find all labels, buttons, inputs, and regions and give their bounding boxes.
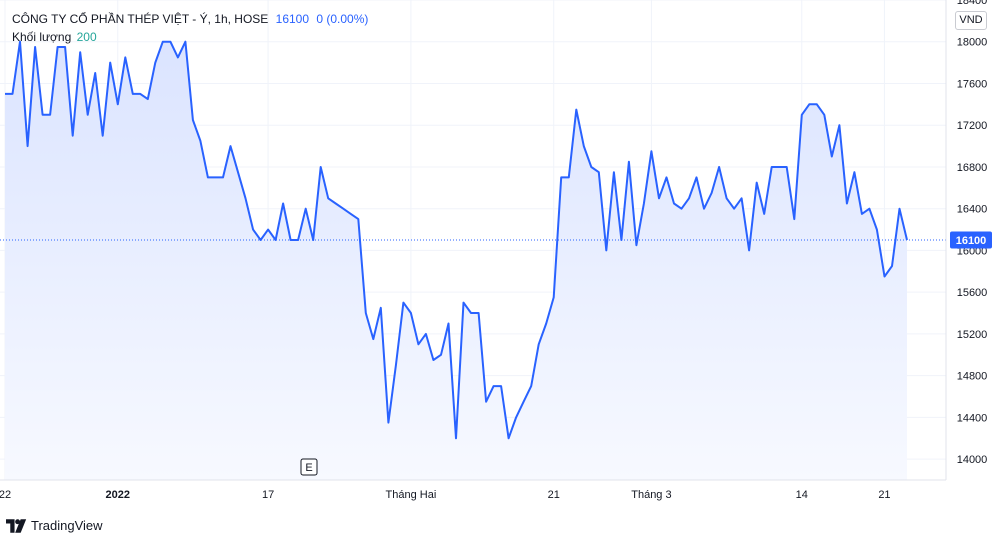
price-line xyxy=(5,40,908,440)
price-axis[interactable]: 1400014400148001520015600160001640016800… xyxy=(957,0,988,466)
event-marker[interactable]: E xyxy=(300,458,318,476)
time-axis[interactable]: 22 2022 17 Tháng Hai 21 Tháng 3 14 21 xyxy=(0,489,891,501)
x-tick-label: 22 xyxy=(0,489,11,501)
tradingview-brand[interactable]: TradingView xyxy=(31,518,103,533)
chart-legend: CÔNG TY CỔ PHẦN THÉP VIỆT - Ý, 1h, HOSE … xyxy=(12,10,368,46)
y-tick-label: 14400 xyxy=(957,412,988,424)
last-price-label-text: 16100 xyxy=(956,235,987,247)
y-tick-label: 17200 xyxy=(957,120,988,132)
y-tick-label: 15200 xyxy=(957,329,988,341)
last-price-label-bg xyxy=(950,231,992,249)
last-price-label: 16100 xyxy=(950,231,992,249)
tradingview-logo-icon[interactable] xyxy=(6,519,28,533)
y-tick-label: 18400 xyxy=(957,0,988,7)
x-tick-label: 17 xyxy=(262,489,274,501)
y-tick-label: 18000 xyxy=(957,37,988,49)
event-marker-box[interactable] xyxy=(300,458,318,476)
x-tick-label: 21 xyxy=(548,489,560,501)
y-tick-label: 15600 xyxy=(957,287,988,299)
y-tick-label: 16800 xyxy=(957,162,988,174)
y-tick-label: 14800 xyxy=(957,371,988,383)
x-tick-label: 14 xyxy=(796,489,808,501)
x-tick-label: 21 xyxy=(878,489,890,501)
symbol-title: CÔNG TY CỔ PHẦN THÉP VIỆT - Ý, 1h, HOSE xyxy=(12,12,269,26)
legend-change: 0 (0.00%) xyxy=(316,12,369,26)
legend-symbol-row[interactable]: CÔNG TY CỔ PHẦN THÉP VIỆT - Ý, 1h, HOSE … xyxy=(12,10,368,28)
y-tick-label: 17600 xyxy=(957,78,988,90)
volume-label: Khối lượng xyxy=(12,30,72,44)
volume-value: 200 xyxy=(76,30,97,44)
legend-volume-row[interactable]: Khối lượng 200 xyxy=(12,28,368,46)
y-tick-label: 16400 xyxy=(957,204,988,216)
y-tick-label: 14000 xyxy=(957,454,988,466)
price-area xyxy=(5,41,907,480)
currency-badge[interactable]: VND xyxy=(955,11,987,30)
legend-last-price: 16100 xyxy=(275,12,310,26)
x-tick-label: 2022 xyxy=(106,489,130,501)
x-tick-label: Tháng Hai xyxy=(386,489,437,501)
footer: TradingView xyxy=(6,516,103,536)
x-tick-label: Tháng 3 xyxy=(631,489,671,501)
event-marker-label[interactable]: E xyxy=(305,462,312,474)
